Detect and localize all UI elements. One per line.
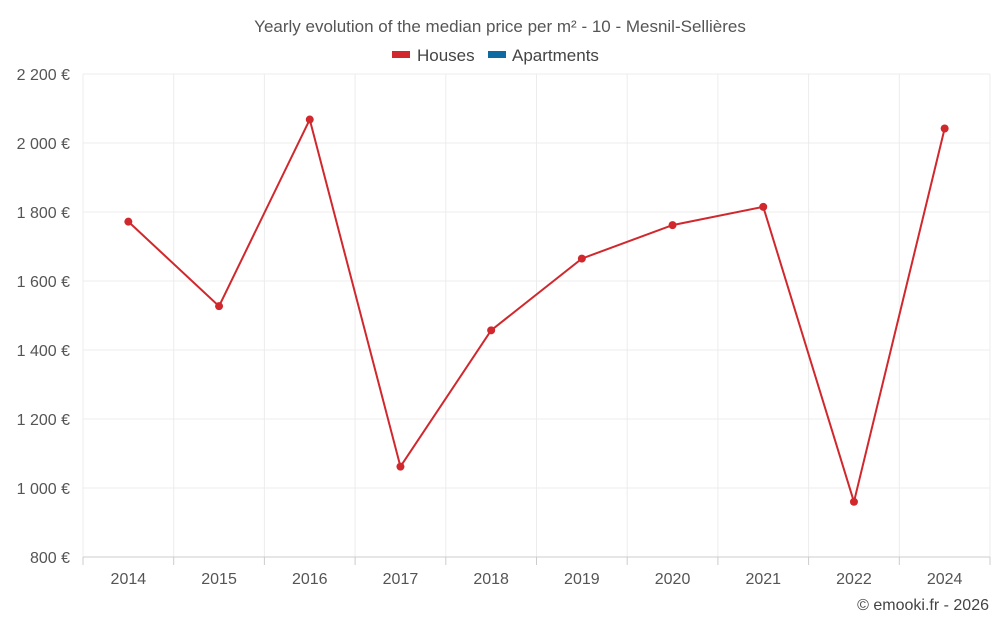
y-tick-label: 2 200 €: [17, 67, 70, 84]
legend-label-houses[interactable]: Houses: [417, 46, 475, 65]
data-point-houses[interactable]: [940, 124, 949, 133]
chart-title: Yearly evolution of the median price per…: [254, 17, 746, 36]
x-tick-label: 2015: [201, 571, 237, 588]
x-tick-label: 2021: [745, 571, 781, 588]
data-point-houses[interactable]: [124, 217, 133, 226]
x-tick-label: 2019: [564, 571, 600, 588]
x-tick-label: 2020: [655, 571, 691, 588]
x-axis: 2014 2015 2016 2017 2018 2019 2020 2021 2022 2024: [82, 556, 991, 588]
data-point-houses[interactable]: [577, 254, 586, 263]
data-point-houses[interactable]: [759, 202, 768, 211]
x-tick-label: 2018: [473, 571, 509, 588]
legend-swatch-houses[interactable]: [392, 51, 410, 58]
series-houses: [124, 115, 949, 506]
x-tick-label: 2017: [383, 571, 419, 588]
legend-swatch-apartments[interactable]: [488, 51, 506, 58]
y-tick-label: 800 €: [30, 550, 70, 567]
data-point-houses[interactable]: [305, 115, 314, 124]
y-tick-label: 1 000 €: [17, 481, 70, 498]
series-line-houses: [127, 116, 946, 506]
y-axis: 800 € 1 000 € 1 200 € 1 400 € 1 600 € 1 800 €…: [17, 67, 70, 567]
x-tick-label: 2022: [836, 571, 872, 588]
grid: [82, 73, 991, 557]
data-point-houses[interactable]: [668, 221, 677, 230]
y-tick-label: 2 000 €: [17, 136, 70, 153]
x-tick-label: 2014: [111, 571, 147, 588]
data-point-houses[interactable]: [215, 302, 224, 311]
legend-label-apartments[interactable]: Apartments: [512, 46, 599, 65]
data-point-houses[interactable]: [487, 326, 496, 335]
y-tick-label: 1 200 €: [17, 412, 70, 429]
legend: Houses Apartments: [392, 46, 599, 65]
x-tick-label: 2016: [292, 571, 328, 588]
credit: © emooki.fr - 2026: [857, 597, 989, 614]
y-tick-label: 1 800 €: [17, 205, 70, 222]
data-point-houses[interactable]: [396, 462, 405, 471]
data-point-houses[interactable]: [849, 497, 858, 506]
x-tick-label: 2024: [927, 571, 963, 588]
y-tick-label: 1 400 €: [17, 343, 70, 360]
y-tick-label: 1 600 €: [17, 274, 70, 291]
